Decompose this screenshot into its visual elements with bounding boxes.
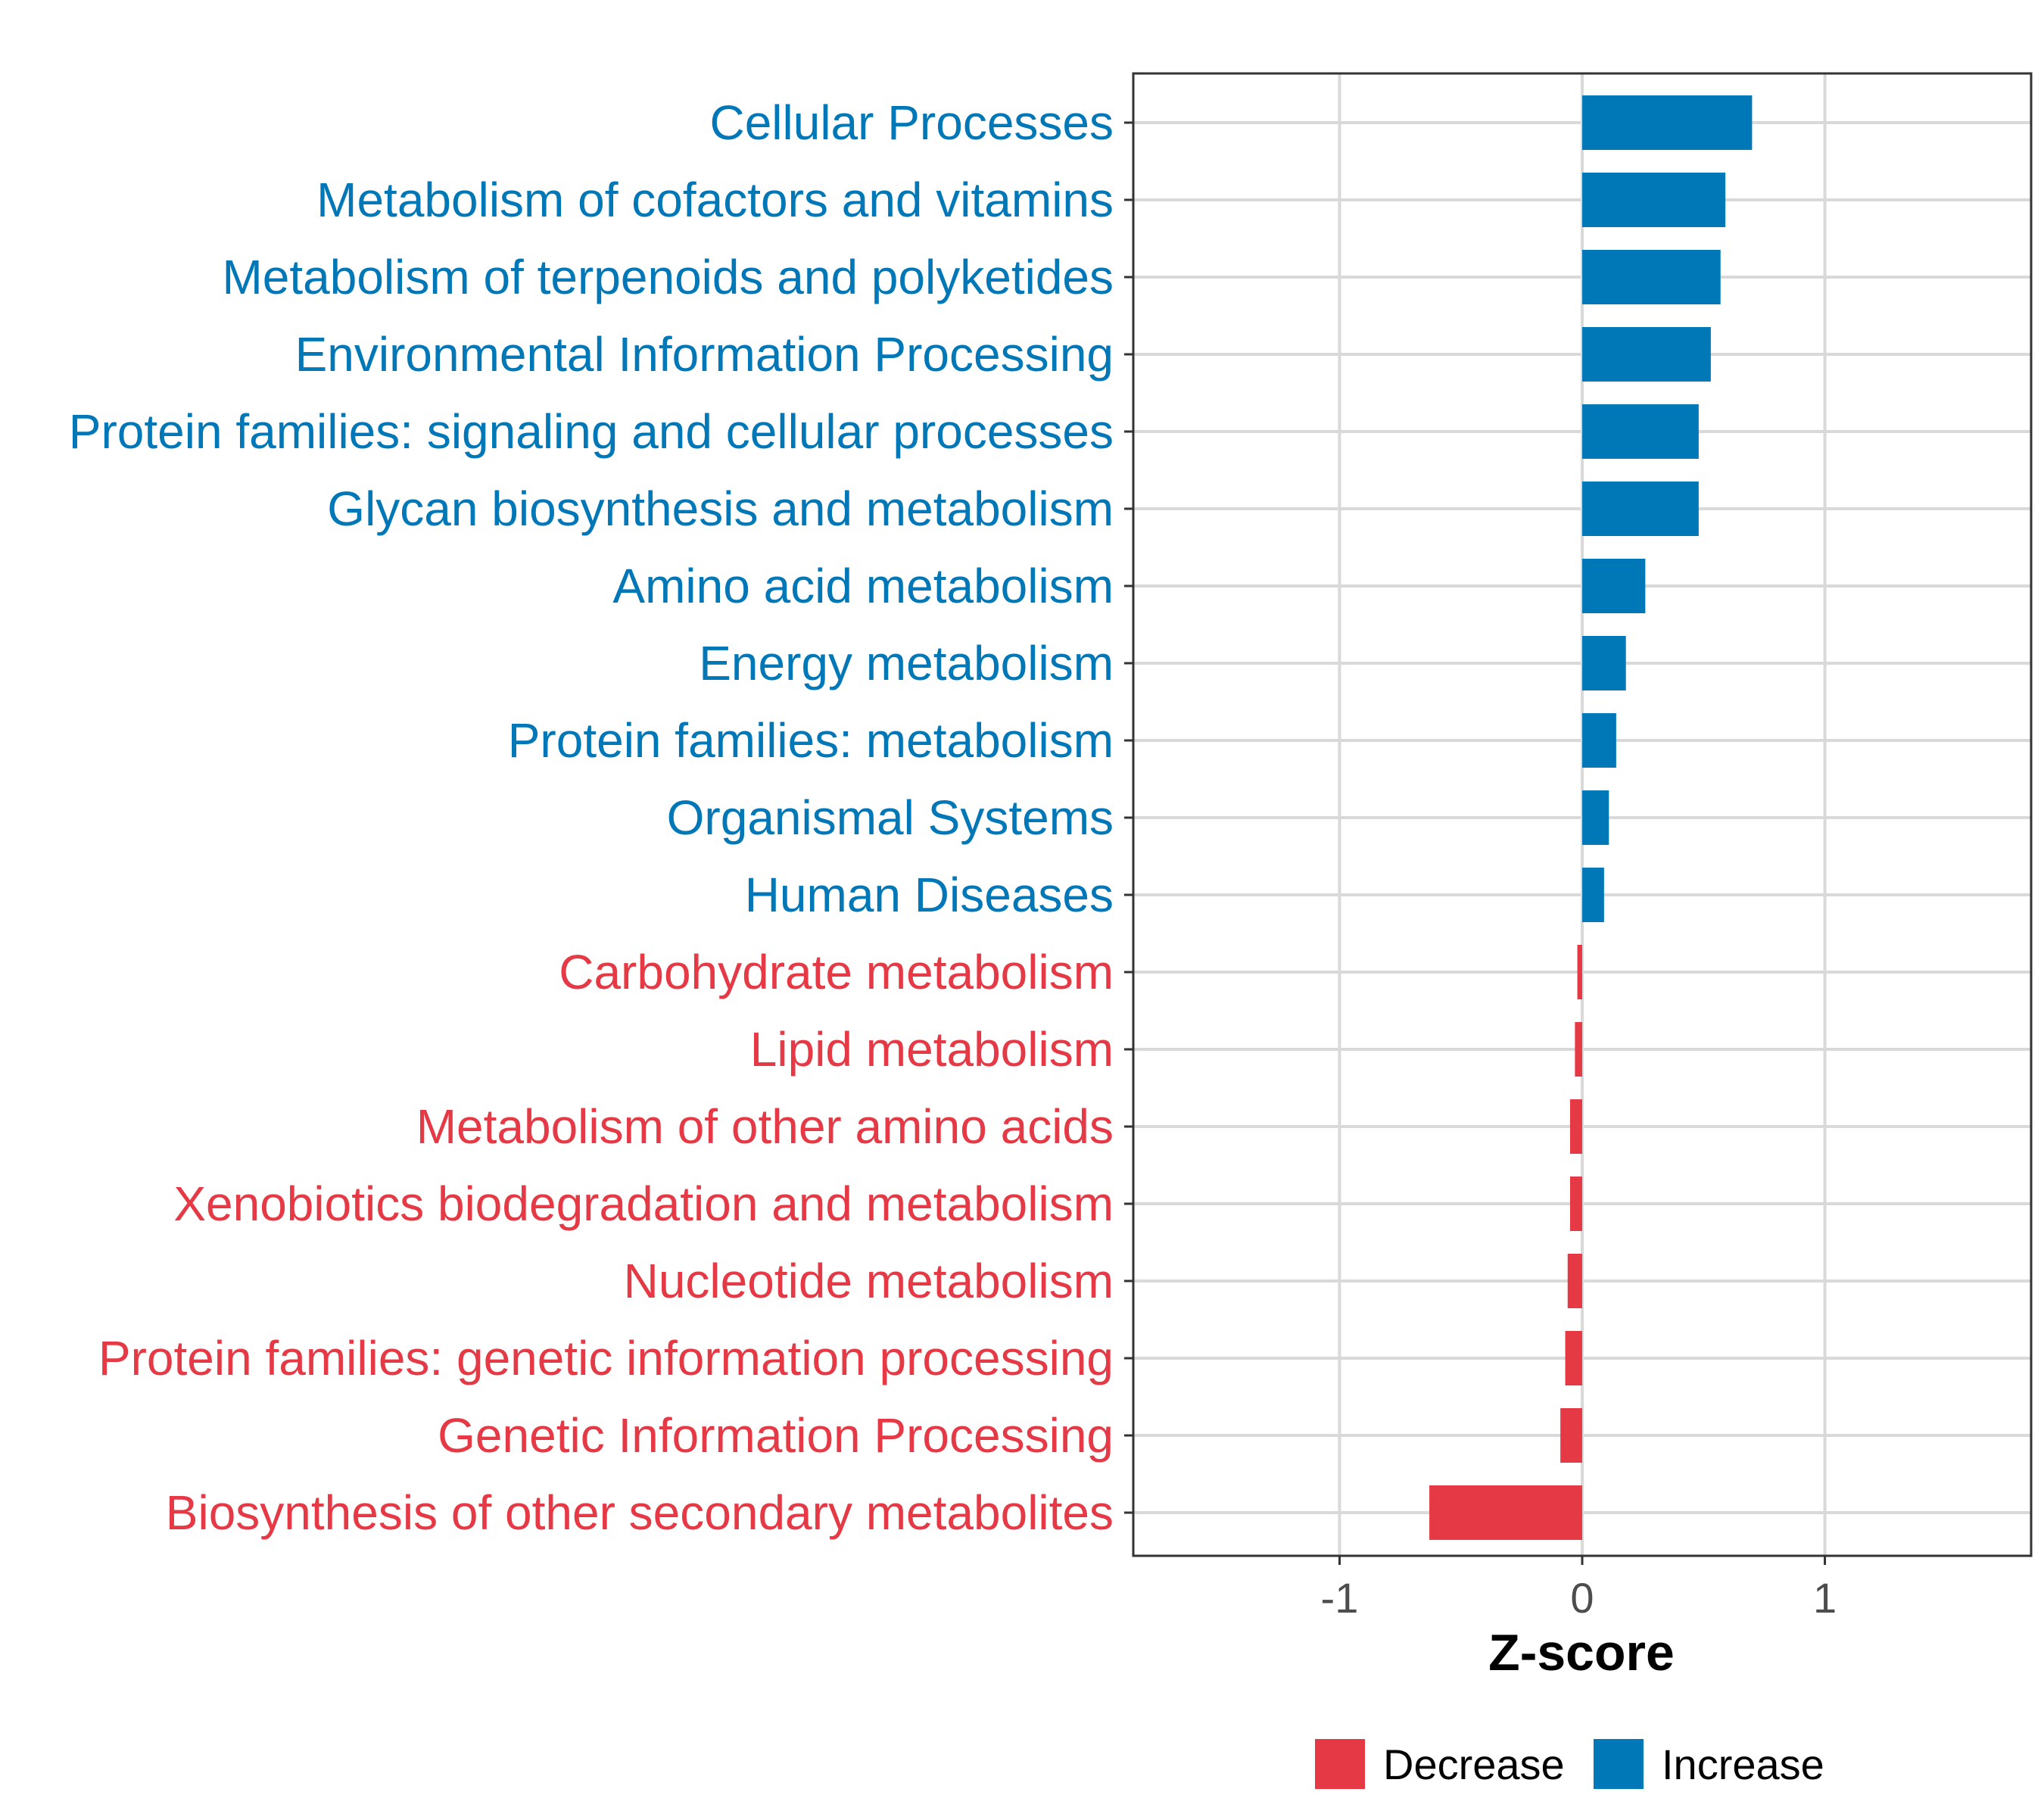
x-axis-title: Z-score bbox=[1488, 1624, 1675, 1681]
bar-increase bbox=[1582, 173, 1726, 227]
category-label: Carbohydrate metabolism bbox=[559, 945, 1114, 999]
bar-decrease bbox=[1569, 1177, 1582, 1231]
y-axis-ticks bbox=[1124, 121, 1133, 1514]
category-label: Energy metabolism bbox=[699, 636, 1114, 690]
category-label: Genetic Information Processing bbox=[438, 1408, 1114, 1463]
category-label: Amino acid metabolism bbox=[612, 559, 1114, 613]
category-label: Glycan biosynthesis and metabolism bbox=[327, 482, 1114, 536]
category-label: Nucleotide metabolism bbox=[624, 1254, 1114, 1308]
legend-label-decrease: Decrease bbox=[1383, 1741, 1565, 1788]
bar-decrease bbox=[1560, 1408, 1582, 1463]
x-tick-label: 1 bbox=[1813, 1574, 1837, 1622]
category-label: Biosynthesis of other secondary metaboli… bbox=[166, 1485, 1114, 1540]
bar-increase bbox=[1582, 327, 1711, 382]
bar-increase bbox=[1582, 868, 1604, 922]
category-label: Cellular Processes bbox=[709, 95, 1114, 150]
bar-decrease bbox=[1567, 1254, 1582, 1308]
category-label: Protein families: metabolism bbox=[508, 713, 1114, 768]
bar-increase bbox=[1582, 713, 1616, 768]
category-label: Metabolism of cofactors and vitamins bbox=[316, 173, 1114, 227]
bar-decrease bbox=[1577, 945, 1582, 999]
category-label: Organismal Systems bbox=[667, 790, 1114, 845]
category-label: Lipid metabolism bbox=[750, 1022, 1114, 1077]
category-label: Metabolism of terpenoids and polyketides bbox=[222, 250, 1114, 304]
legend: Decrease Increase bbox=[1315, 1739, 1824, 1789]
bar-increase bbox=[1582, 559, 1646, 613]
bar-increase bbox=[1582, 95, 1753, 150]
bar-increase bbox=[1582, 404, 1699, 459]
bar-decrease bbox=[1575, 1022, 1582, 1077]
x-axis-ticks: -1 0 1 bbox=[1321, 1556, 1837, 1622]
category-label: Environmental Information Processing bbox=[295, 327, 1114, 382]
category-label: Protein families: genetic information pr… bbox=[98, 1331, 1114, 1385]
bar-increase bbox=[1582, 482, 1699, 536]
legend-label-increase: Increase bbox=[1662, 1741, 1824, 1788]
category-label: Protein families: signaling and cellular… bbox=[69, 404, 1114, 459]
bar-decrease bbox=[1565, 1331, 1582, 1385]
x-tick-label: -1 bbox=[1321, 1574, 1359, 1622]
bar-decrease bbox=[1569, 1099, 1582, 1154]
bar-decrease bbox=[1429, 1485, 1582, 1540]
bar-increase bbox=[1582, 636, 1626, 690]
y-axis-labels: Cellular Processes Metabolism of cofactor… bbox=[69, 95, 1114, 1540]
bars bbox=[1429, 95, 1753, 1540]
category-label: Human Diseases bbox=[745, 868, 1114, 922]
bar-increase bbox=[1582, 250, 1721, 304]
category-label: Xenobiotics biodegradation and metabolis… bbox=[173, 1177, 1114, 1231]
category-label: Metabolism of other amino acids bbox=[416, 1099, 1114, 1154]
bar-increase bbox=[1582, 790, 1609, 845]
legend-swatch-increase bbox=[1594, 1739, 1644, 1789]
x-tick-label: 0 bbox=[1570, 1574, 1594, 1622]
legend-swatch-decrease bbox=[1315, 1739, 1365, 1789]
